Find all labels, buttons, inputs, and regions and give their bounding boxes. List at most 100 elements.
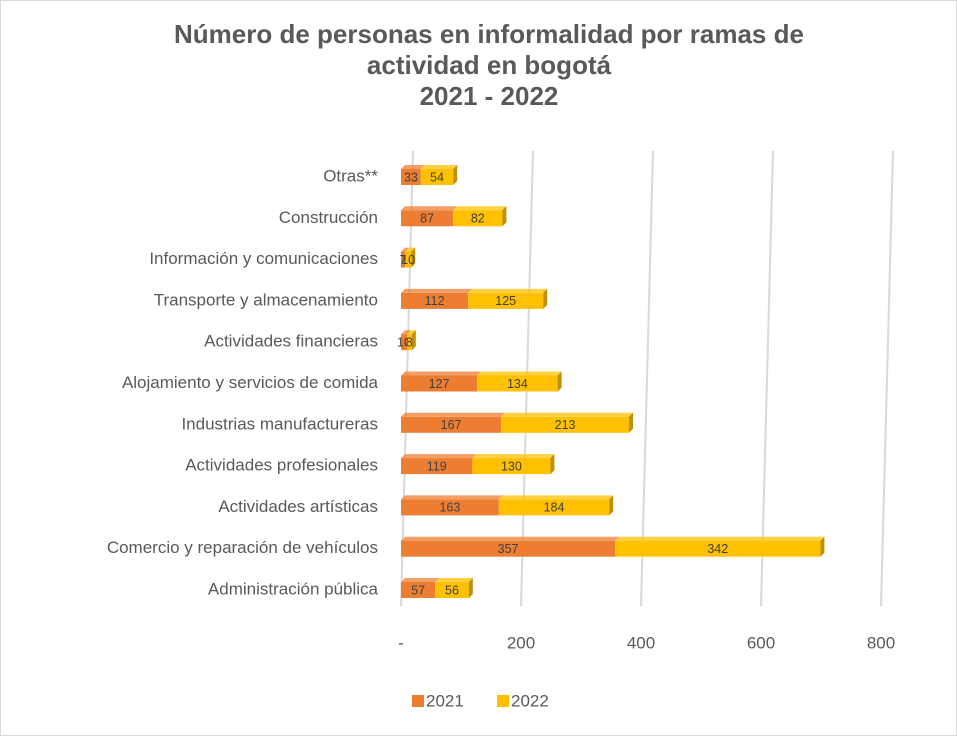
data-label: 184 [544, 501, 565, 515]
bar-top [453, 206, 507, 211]
category-label: Comercio y reparación de vehículos [107, 538, 378, 557]
bar-side [453, 165, 458, 185]
bar [401, 334, 407, 351]
bar-side [820, 536, 825, 557]
legend-label: 2022 [511, 691, 549, 710]
bar [401, 169, 421, 185]
legend-swatch [412, 695, 424, 707]
x-tick-label: 400 [627, 633, 655, 652]
bar-top [401, 536, 620, 541]
bar-side [629, 412, 633, 433]
legend-label: 2021 [426, 691, 464, 710]
bar-side [468, 578, 473, 598]
bar-top [615, 536, 825, 541]
legend-swatch [497, 695, 509, 707]
data-label: 87 [420, 212, 434, 226]
bar-top [435, 578, 473, 582]
bar-top [401, 578, 440, 582]
category-label: Construcción [279, 208, 378, 227]
x-tick-label: 600 [747, 633, 775, 652]
bar [401, 458, 473, 475]
data-label: 125 [495, 294, 516, 308]
data-label: 82 [471, 212, 485, 226]
data-label: 112 [425, 294, 445, 308]
bar [401, 375, 478, 392]
bar [472, 458, 551, 475]
data-label: 33 [404, 170, 418, 184]
category-label: Información y comunicaciones [149, 249, 378, 268]
category-label: Transporte y almacenamiento [154, 290, 378, 309]
category-label: Actividades artísticas [218, 497, 378, 516]
category-label: Industrias manufactureras [181, 414, 378, 433]
data-label: 56 [445, 583, 459, 597]
bar [498, 499, 610, 516]
bar [405, 251, 412, 268]
bar [435, 582, 469, 598]
bar-side [543, 288, 548, 309]
bar [401, 210, 454, 227]
x-tick-label: 200 [507, 633, 535, 652]
bar-top [401, 165, 425, 169]
data-label: 163 [439, 501, 460, 515]
bar-top [498, 495, 614, 500]
bar [453, 210, 503, 227]
data-label: 10 [401, 253, 415, 267]
category-label: Actividades financieras [204, 332, 378, 351]
chart-title: Número de personas en informalidad por r… [129, 19, 849, 112]
category-label: Actividades profesionales [185, 456, 378, 475]
data-label: 134 [507, 377, 528, 391]
x-tick-label: - [398, 633, 404, 652]
bar [501, 416, 629, 433]
bar [468, 292, 544, 309]
bar-top [472, 454, 555, 459]
data-label: 213 [555, 418, 576, 432]
bar-top [401, 330, 411, 335]
bar-top [407, 330, 416, 335]
bar [420, 169, 454, 185]
bar-top [420, 165, 458, 169]
data-label: 57 [411, 583, 425, 597]
bar [401, 251, 406, 268]
bar [615, 540, 821, 557]
grid-line [760, 150, 774, 607]
bar-top [468, 288, 548, 293]
title: Número de personas en informalidad por r… [174, 19, 804, 80]
bar-top [401, 206, 458, 211]
data-label: 130 [501, 459, 522, 473]
data-label: 127 [429, 377, 450, 391]
bar-top [477, 371, 562, 376]
bar [401, 499, 499, 516]
category-label: Administración pública [208, 579, 379, 598]
bar-top [401, 288, 473, 293]
bar [401, 292, 469, 309]
bar-side [411, 247, 416, 268]
bar [401, 540, 616, 557]
bar [401, 582, 436, 598]
x-tick-label: 800 [867, 633, 895, 652]
bar-side [557, 371, 562, 392]
bar-top [401, 412, 506, 417]
bar-top [401, 495, 503, 500]
data-label: 119 [427, 459, 447, 473]
bar-top [401, 247, 410, 252]
bar-top [501, 412, 633, 417]
data-label: 167 [441, 418, 462, 432]
grid-line [880, 150, 894, 607]
bar-top [401, 454, 477, 459]
data-label: 54 [430, 170, 444, 184]
bar-side [550, 454, 555, 475]
category-label: Otras** [323, 166, 378, 185]
category-label: Alojamiento y servicios de comida [122, 373, 379, 392]
data-label: 8 [406, 335, 413, 349]
bar-top [401, 371, 482, 376]
data-label: 357 [498, 542, 519, 556]
bar [407, 334, 412, 351]
bar-side [411, 330, 416, 351]
bar-side [609, 495, 614, 516]
grid-line [640, 150, 654, 607]
bar [401, 416, 502, 433]
bar [477, 375, 558, 392]
subtitle: 2021 - 2022 [419, 81, 559, 111]
